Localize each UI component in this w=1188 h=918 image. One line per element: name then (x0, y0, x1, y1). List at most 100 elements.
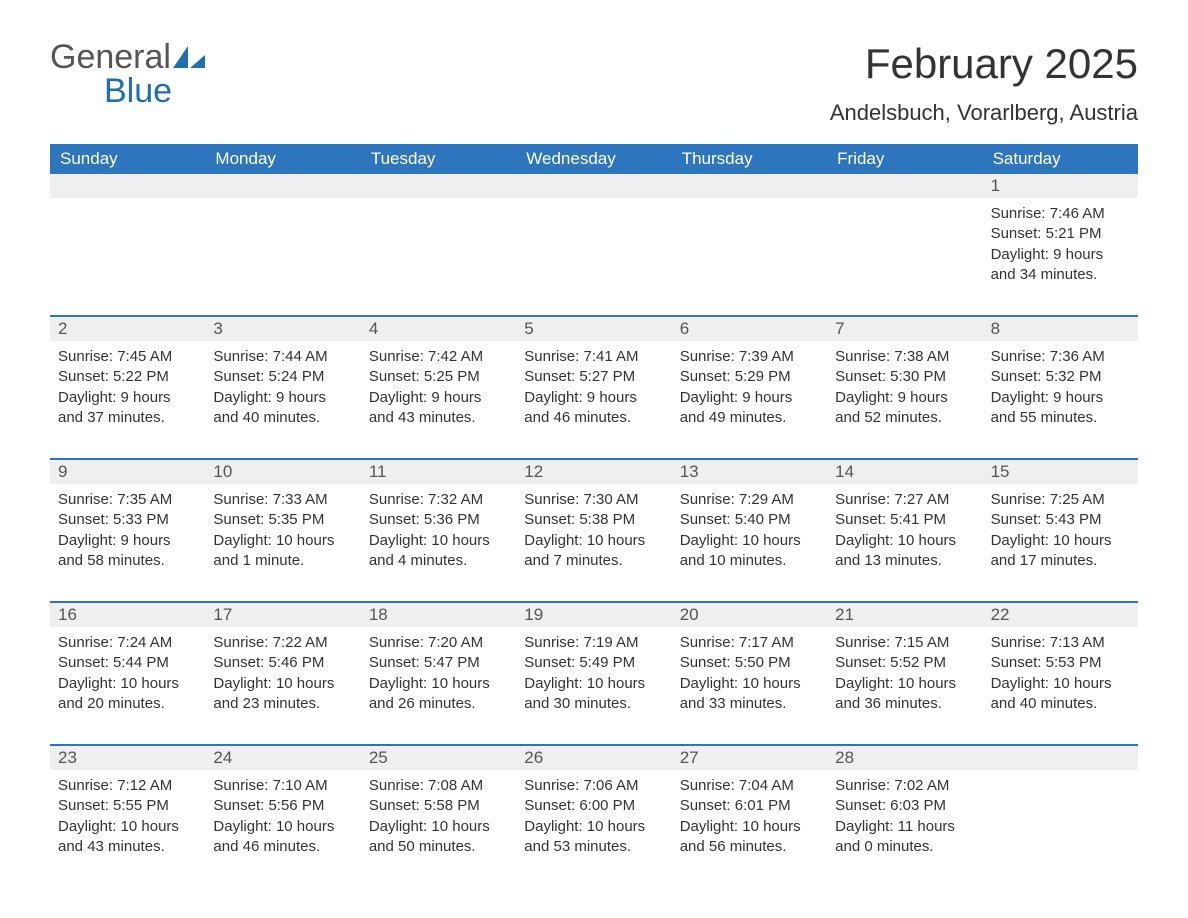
location-subtitle: Andelsbuch, Vorarlberg, Austria (830, 100, 1138, 126)
day-sunset: Sunset: 5:32 PM (991, 367, 1130, 387)
day-sunset: Sunset: 5:53 PM (991, 653, 1130, 673)
day-cell: Sunrise: 7:33 AMSunset: 5:35 PMDaylight:… (205, 484, 360, 589)
day-sunrise: Sunrise: 7:06 AM (524, 776, 663, 796)
day-sunrise: Sunrise: 7:36 AM (991, 347, 1130, 367)
day-daylight1: Daylight: 10 hours (369, 531, 508, 551)
day-daylight2: and 13 minutes. (835, 551, 974, 571)
brand-logo: General Blue (50, 40, 205, 108)
day-cell (983, 770, 1138, 875)
day-sunrise: Sunrise: 7:27 AM (835, 490, 974, 510)
day-sunrise: Sunrise: 7:20 AM (369, 633, 508, 653)
day-number: 26 (516, 746, 671, 770)
day-daylight2: and 49 minutes. (680, 408, 819, 428)
day-number-row: 232425262728 (50, 746, 1138, 770)
day-sunrise: Sunrise: 7:39 AM (680, 347, 819, 367)
day-daylight2: and 55 minutes. (991, 408, 1130, 428)
day-daylight1: Daylight: 9 hours (991, 245, 1130, 265)
day-daylight2: and 46 minutes. (524, 408, 663, 428)
day-cell: Sunrise: 7:15 AMSunset: 5:52 PMDaylight:… (827, 627, 982, 732)
day-cell: Sunrise: 7:29 AMSunset: 5:40 PMDaylight:… (672, 484, 827, 589)
day-daylight1: Daylight: 10 hours (680, 531, 819, 551)
day-sunrise: Sunrise: 7:30 AM (524, 490, 663, 510)
day-sunset: Sunset: 5:58 PM (369, 796, 508, 816)
day-daylight2: and 20 minutes. (58, 694, 197, 714)
day-cell (205, 198, 360, 303)
day-number (672, 174, 827, 198)
day-sunrise: Sunrise: 7:22 AM (213, 633, 352, 653)
day-sunrise: Sunrise: 7:17 AM (680, 633, 819, 653)
day-sunrise: Sunrise: 7:25 AM (991, 490, 1130, 510)
day-sunrise: Sunrise: 7:46 AM (991, 204, 1130, 224)
day-sunrise: Sunrise: 7:13 AM (991, 633, 1130, 653)
month-title: February 2025 (830, 40, 1138, 88)
day-cell (516, 198, 671, 303)
day-number: 25 (361, 746, 516, 770)
day-daylight1: Daylight: 9 hours (369, 388, 508, 408)
calendar-grid: SundayMondayTuesdayWednesdayThursdayFrid… (50, 144, 1138, 875)
day-sunset: Sunset: 5:25 PM (369, 367, 508, 387)
day-sunrise: Sunrise: 7:41 AM (524, 347, 663, 367)
day-daylight1: Daylight: 10 hours (835, 531, 974, 551)
day-daylight1: Daylight: 10 hours (680, 817, 819, 837)
day-number: 1 (983, 174, 1138, 198)
day-data-row: Sunrise: 7:24 AMSunset: 5:44 PM Daylight:… (50, 627, 1138, 732)
day-number: 20 (672, 603, 827, 627)
day-cell: Sunrise: 7:12 AMSunset: 5:55 PMDaylight:… (50, 770, 205, 875)
dow-cell: Tuesday (361, 144, 516, 174)
day-sunset: Sunset: 5:44 PM (58, 653, 197, 673)
day-daylight1: Daylight: 10 hours (835, 674, 974, 694)
day-sunset: Sunset: 5:24 PM (213, 367, 352, 387)
day-number (50, 174, 205, 198)
day-number: 13 (672, 460, 827, 484)
day-daylight1: Daylight: 9 hours (835, 388, 974, 408)
day-daylight2: and 50 minutes. (369, 837, 508, 857)
day-number: 18 (361, 603, 516, 627)
day-daylight1: Daylight: 10 hours (524, 817, 663, 837)
day-daylight1: Daylight: 10 hours (524, 531, 663, 551)
day-number: 11 (361, 460, 516, 484)
dow-cell: Thursday (672, 144, 827, 174)
dow-cell: Friday (827, 144, 982, 174)
day-cell: Sunrise: 7:45 AMSunset: 5:22 PMDaylight:… (50, 341, 205, 446)
day-sunset: Sunset: 5:47 PM (369, 653, 508, 673)
day-number: 4 (361, 317, 516, 341)
day-sunrise: Sunrise: 7:04 AM (680, 776, 819, 796)
day-daylight2: and 53 minutes. (524, 837, 663, 857)
day-sunrise: Sunrise: 7:24 AM (58, 633, 197, 653)
day-cell: Sunrise: 7:20 AMSunset: 5:47 PMDaylight:… (361, 627, 516, 732)
day-daylight1: Daylight: 9 hours (213, 388, 352, 408)
day-daylight1: Daylight: 10 hours (991, 531, 1130, 551)
logo-word-blue: Blue (104, 72, 172, 110)
day-daylight2: and 7 minutes. (524, 551, 663, 571)
day-cell: Sunrise: 7:19 AMSunset: 5:49 PMDaylight:… (516, 627, 671, 732)
day-data-row: Sunrise: 7:12 AMSunset: 5:55 PMDaylight:… (50, 770, 1138, 875)
day-cell: Sunrise: 7:39 AMSunset: 5:29 PMDaylight:… (672, 341, 827, 446)
logo-text: General Blue (50, 40, 205, 108)
day-cell: Sunrise: 7:38 AMSunset: 5:30 PMDaylight:… (827, 341, 982, 446)
days-of-week-header: SundayMondayTuesdayWednesdayThursdayFrid… (50, 144, 1138, 174)
day-sunset: Sunset: 5:49 PM (524, 653, 663, 673)
day-number: 9 (50, 460, 205, 484)
day-sunset: Sunset: 5:33 PM (58, 510, 197, 530)
day-daylight1: Daylight: 9 hours (58, 388, 197, 408)
day-daylight1: Daylight: 9 hours (991, 388, 1130, 408)
day-number: 10 (205, 460, 360, 484)
day-cell (672, 198, 827, 303)
day-daylight1: Daylight: 9 hours (680, 388, 819, 408)
day-cell (827, 198, 982, 303)
day-daylight2: and 30 minutes. (524, 694, 663, 714)
day-cell (50, 198, 205, 303)
day-cell: Sunrise: 7:25 AMSunset: 5:43 PMDaylight:… (983, 484, 1138, 589)
day-cell: Sunrise: 7:35 AMSunset: 5:33 PMDaylight:… (50, 484, 205, 589)
calendar-week: 232425262728Sunrise: 7:12 AMSunset: 5:55… (50, 744, 1138, 875)
calendar-page: General Blue February 2025 Andelsbuch, V… (0, 0, 1188, 918)
dow-cell: Wednesday (516, 144, 671, 174)
day-number (827, 174, 982, 198)
day-sunrise: Sunrise: 7:38 AM (835, 347, 974, 367)
day-daylight2: and 10 minutes. (680, 551, 819, 571)
day-cell (361, 198, 516, 303)
day-cell: Sunrise: 7:10 AMSunset: 5:56 PMDaylight:… (205, 770, 360, 875)
day-daylight2: and 43 minutes. (58, 837, 197, 857)
day-data-row: Sunrise: 7:46 AMSunset: 5:21 PMDaylight:… (50, 198, 1138, 303)
day-sunset: Sunset: 5:50 PM (680, 653, 819, 673)
